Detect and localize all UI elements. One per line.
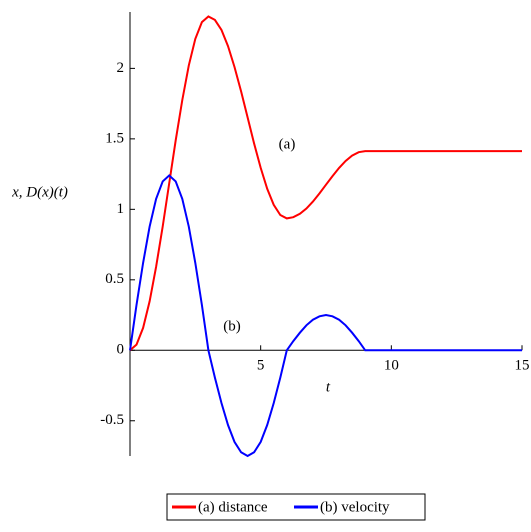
x-axis-label: t (326, 379, 331, 395)
y-tick-label: 0.5 (105, 271, 124, 287)
y-tick-label: 1.5 (105, 130, 124, 146)
line-series (129, 174, 522, 458)
y-tick-label: -0.5 (100, 412, 124, 428)
x-tick-label: 10 (384, 358, 399, 374)
y-tick-label: 2 (117, 60, 125, 76)
x-tick-label: 5 (257, 358, 265, 374)
y-axis-label: x, D(x)(t) (11, 184, 68, 200)
legend-label: (a) distance (198, 499, 268, 515)
y-tick-label: 0 (117, 342, 125, 358)
y-tick-label: 1 (117, 201, 125, 217)
line-series (129, 15, 522, 352)
legend-label: (b) velocity (320, 499, 390, 515)
annotation: (b) (223, 318, 241, 334)
annotation: (a) (279, 136, 296, 152)
x-tick-label: 15 (515, 358, 530, 374)
